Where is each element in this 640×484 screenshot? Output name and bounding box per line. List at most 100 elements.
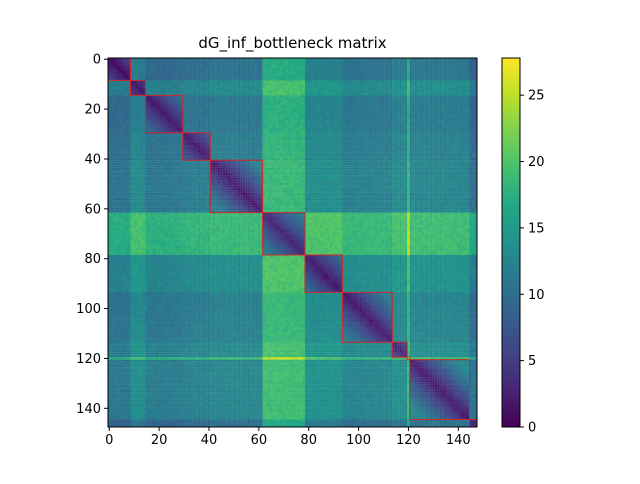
- heatmap-cell: [187, 132, 191, 136]
- heatmap-cell: [150, 62, 154, 66]
- heatmap-cell: [359, 100, 363, 104]
- heatmap-cell: [352, 97, 355, 101]
- heatmap-cell: [372, 140, 375, 143]
- heatmap-cell: [447, 58, 450, 61]
- heatmap-cell: [437, 107, 440, 111]
- heatmap-cell: [250, 80, 253, 84]
- heatmap-cell: [452, 97, 455, 101]
- heatmap-cell: [242, 82, 246, 86]
- heatmap-cell: [359, 90, 363, 94]
- heatmap-cell: [137, 92, 141, 96]
- heatmap-cell: [180, 122, 183, 126]
- heatmap-cell: [222, 87, 226, 91]
- heatmap-cell: [387, 137, 390, 141]
- heatmap-cell: [399, 77, 403, 81]
- heatmap-cell: [192, 72, 196, 76]
- heatmap-cell: [352, 92, 355, 96]
- heatmap-cell: [250, 117, 253, 121]
- heatmap-cell: [245, 80, 248, 84]
- heatmap-cell: [172, 70, 176, 74]
- heatmap-cell: [449, 80, 453, 84]
- heatmap-cell: [437, 85, 440, 89]
- heatmap-cell: [454, 135, 458, 138]
- heatmap-cell: [108, 87, 111, 91]
- heatmap-cell: [307, 77, 311, 81]
- heatmap-cell: [412, 115, 415, 118]
- heatmap-cell: [280, 92, 283, 96]
- heatmap-cell: [175, 85, 178, 89]
- heatmap-cell: [462, 122, 465, 126]
- heatmap-cell: [392, 87, 395, 91]
- heatmap-cell: [364, 137, 368, 141]
- heatmap-cell: [367, 80, 370, 84]
- heatmap-cell: [399, 85, 403, 89]
- heatmap-cell: [132, 90, 136, 94]
- heatmap-cell: [185, 62, 188, 66]
- heatmap-cell: [282, 130, 286, 133]
- heatmap-cell: [324, 132, 328, 136]
- heatmap-cell: [285, 135, 288, 138]
- heatmap-cell: [307, 75, 311, 79]
- heatmap-cell: [454, 80, 458, 84]
- heatmap-cell: [332, 62, 336, 66]
- heatmap-cell: [344, 72, 348, 76]
- heatmap-cell: [457, 90, 460, 94]
- heatmap-cell: [429, 72, 433, 76]
- heatmap-cell: [367, 87, 370, 91]
- heatmap-cell: [379, 72, 383, 76]
- heatmap-cell: [362, 127, 365, 131]
- heatmap-cell: [190, 130, 193, 133]
- heatmap-cell: [290, 117, 293, 121]
- heatmap-cell: [152, 125, 156, 128]
- heatmap-cell: [442, 75, 445, 79]
- heatmap-cell: [192, 107, 196, 111]
- heatmap-cell: [265, 77, 268, 81]
- heatmap-cell: [354, 100, 358, 104]
- heatmap-cell: [342, 87, 346, 91]
- heatmap-cell: [247, 117, 251, 121]
- heatmap-cell: [449, 120, 453, 123]
- heatmap-cell: [167, 107, 171, 111]
- heatmap-cell: [369, 115, 373, 118]
- heatmap-cell: [242, 97, 246, 101]
- heatmap-cell: [424, 97, 428, 101]
- heatmap-cell: [140, 62, 144, 66]
- heatmap-cell: [449, 130, 453, 133]
- heatmap-cell: [257, 90, 261, 94]
- heatmap-cell: [225, 92, 228, 96]
- heatmap-cell: [115, 87, 119, 91]
- heatmap-cell: [434, 62, 438, 66]
- heatmap-cell: [397, 105, 400, 109]
- heatmap-cell: [110, 115, 114, 118]
- heatmap-cell: [459, 82, 463, 86]
- heatmap-cell: [359, 137, 363, 141]
- heatmap-cell: [314, 115, 318, 118]
- heatmap-cell: [404, 87, 408, 91]
- heatmap-cell: [157, 87, 161, 91]
- heatmap-cell: [122, 137, 126, 141]
- heatmap-cell: [407, 100, 410, 104]
- heatmap-cell: [327, 82, 331, 86]
- heatmap-cell: [412, 92, 415, 96]
- heatmap-cell: [292, 77, 296, 81]
- heatmap-cell: [237, 107, 241, 111]
- heatmap-cell: [172, 67, 176, 71]
- heatmap-cell: [200, 120, 203, 123]
- heatmap-cell: [424, 77, 428, 81]
- heatmap-cell: [389, 105, 393, 109]
- heatmap-cell: [342, 72, 346, 76]
- heatmap-cell: [387, 110, 390, 114]
- heatmap-cell: [127, 70, 131, 74]
- heatmap-cell: [282, 90, 286, 94]
- heatmap-cell: [175, 137, 178, 141]
- heatmap-cell: [304, 87, 308, 91]
- heatmap-cell: [362, 95, 365, 99]
- heatmap-cell: [182, 125, 186, 128]
- heatmap-cell: [347, 117, 350, 121]
- heatmap-cell: [205, 87, 208, 91]
- heatmap-cell: [280, 107, 283, 111]
- heatmap-cell: [290, 60, 293, 64]
- heatmap-cell: [270, 70, 273, 74]
- heatmap-cell: [235, 115, 238, 118]
- heatmap-cell: [419, 135, 423, 138]
